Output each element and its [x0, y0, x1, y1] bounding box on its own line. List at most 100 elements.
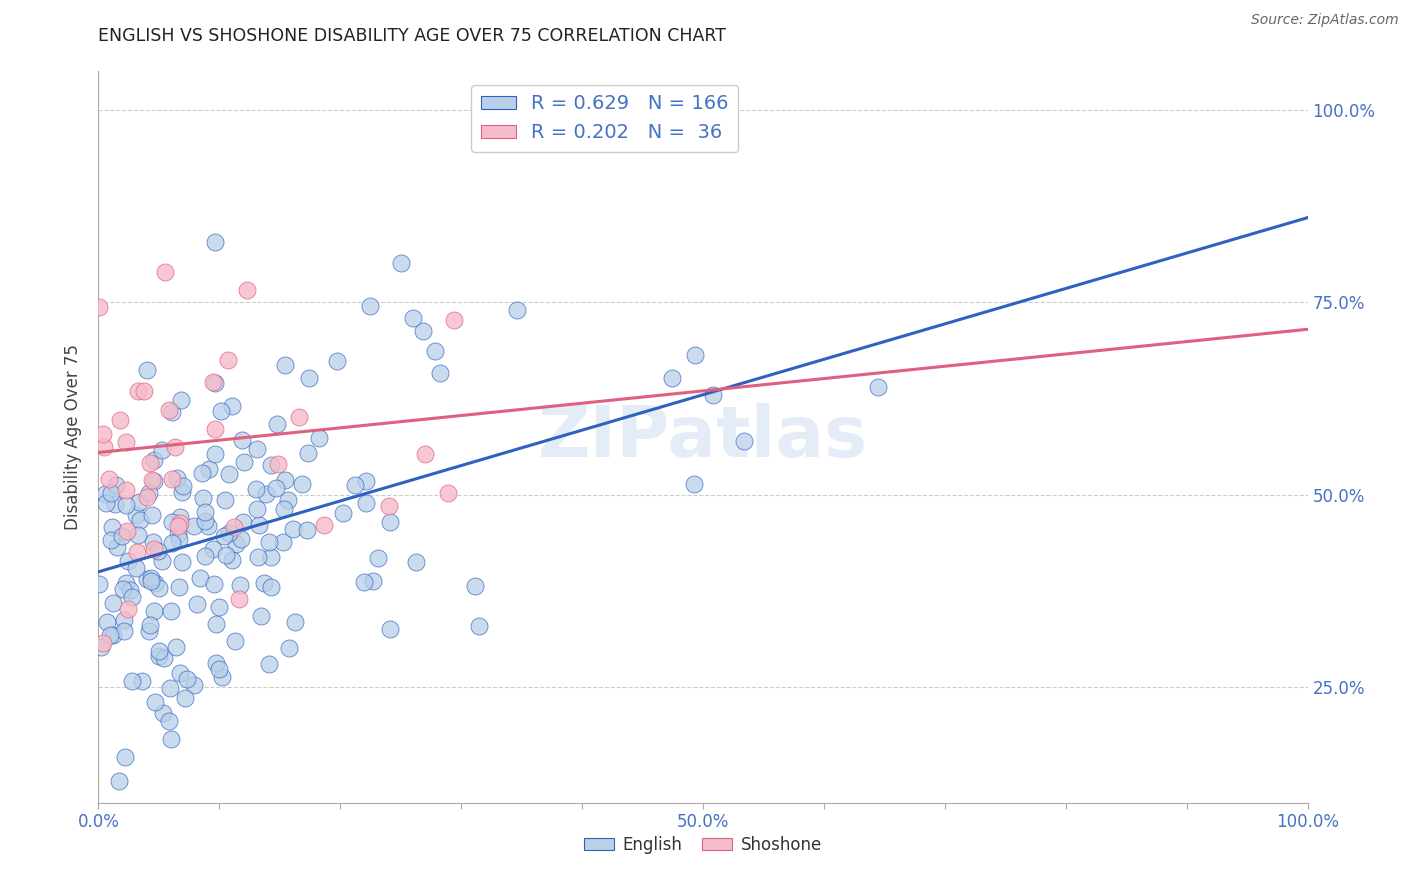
Point	[246, 502, 269, 516]
Point	[191, 466, 214, 480]
Point	[229, 578, 252, 592]
Point	[201, 542, 224, 557]
Point	[342, 814, 364, 828]
Point	[314, 518, 336, 533]
Point	[683, 348, 706, 362]
Point	[257, 534, 280, 549]
Point	[188, 571, 211, 585]
Point	[436, 486, 458, 500]
Point	[143, 575, 166, 590]
Point	[367, 551, 389, 566]
Point	[215, 548, 238, 562]
Point	[112, 613, 135, 627]
Point	[201, 376, 224, 390]
Point	[118, 583, 141, 598]
Point	[194, 514, 217, 528]
Point	[359, 299, 381, 313]
Point	[174, 691, 197, 706]
Point	[197, 462, 219, 476]
Point	[115, 576, 138, 591]
Point	[142, 475, 165, 489]
Point	[204, 376, 226, 391]
Point	[260, 580, 283, 594]
Point	[167, 581, 190, 595]
Point	[143, 695, 166, 709]
Point	[115, 435, 138, 450]
Point	[204, 235, 226, 249]
Point	[152, 706, 174, 721]
Point	[91, 427, 114, 442]
Point	[169, 516, 191, 530]
Point	[443, 313, 465, 327]
Point	[233, 455, 256, 469]
Point	[136, 572, 159, 586]
Point	[169, 666, 191, 681]
Point	[183, 519, 205, 533]
Text: ENGLISH VS SHOSHONE DISABILITY AGE OVER 75 CORRELATION CHART: ENGLISH VS SHOSHONE DISABILITY AGE OVER …	[98, 27, 727, 45]
Point	[121, 673, 143, 688]
Point	[170, 393, 193, 408]
Point	[115, 524, 138, 538]
Point	[125, 545, 148, 559]
Point	[205, 656, 228, 670]
Point	[105, 540, 128, 554]
Point	[425, 344, 447, 359]
Point	[150, 442, 173, 457]
Point	[202, 577, 225, 591]
Point	[266, 458, 288, 472]
Point	[141, 473, 163, 487]
Point	[259, 657, 281, 671]
Point	[159, 402, 181, 417]
Point	[167, 532, 190, 546]
Point	[150, 554, 173, 568]
Point	[229, 532, 252, 546]
Point	[172, 484, 194, 499]
Point	[138, 618, 160, 632]
Point	[389, 256, 412, 270]
Point	[111, 582, 134, 597]
Point	[278, 641, 301, 656]
Point	[260, 458, 283, 473]
Point	[152, 650, 174, 665]
Point	[157, 714, 180, 728]
Point	[297, 371, 319, 385]
Point	[361, 574, 384, 589]
Point	[271, 534, 294, 549]
Point	[167, 527, 190, 541]
Point	[136, 491, 159, 505]
Point	[208, 599, 231, 614]
Point	[380, 515, 402, 529]
Point	[183, 678, 205, 692]
Point	[159, 731, 181, 746]
Point	[204, 617, 226, 632]
Point	[218, 467, 240, 482]
Point	[100, 628, 122, 642]
Point	[413, 447, 436, 461]
Point	[225, 537, 247, 551]
Point	[96, 615, 118, 630]
Point	[866, 380, 889, 394]
Point	[353, 574, 375, 589]
Point	[160, 604, 183, 618]
Point	[291, 477, 314, 491]
Point	[139, 571, 162, 585]
Point	[128, 495, 150, 509]
Point	[132, 384, 155, 398]
Point	[246, 550, 269, 565]
Point	[114, 498, 136, 512]
Point	[107, 774, 129, 789]
Point	[354, 474, 377, 488]
Point	[284, 615, 307, 629]
Point	[143, 542, 166, 557]
Point	[153, 264, 176, 278]
Point	[129, 513, 152, 527]
Point	[166, 471, 188, 485]
Text: Source: ZipAtlas.com: Source: ZipAtlas.com	[1251, 13, 1399, 28]
Point	[165, 640, 187, 654]
Point	[683, 477, 706, 491]
Point	[412, 324, 434, 338]
Point	[136, 362, 159, 376]
Point	[191, 491, 214, 505]
Point	[160, 536, 183, 550]
Point	[121, 591, 143, 605]
